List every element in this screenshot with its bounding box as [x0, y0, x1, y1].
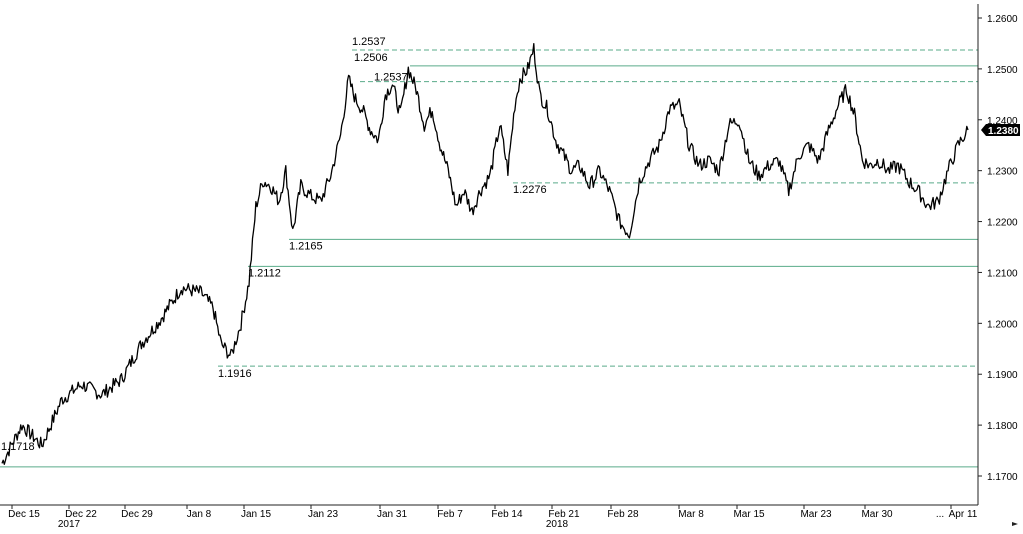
x-tick-label: Jan 31: [377, 509, 407, 520]
level-label: 1.2276: [513, 184, 547, 196]
x-tick-label: Feb 28: [607, 509, 639, 520]
x-tick-label: Feb 14: [491, 509, 523, 520]
last-price-label: 1.2380: [988, 126, 1019, 137]
level-label: 1.1916: [218, 368, 252, 380]
x-tick-label: Mar 8: [678, 509, 704, 520]
x-tick-label: Jan 15: [241, 509, 271, 520]
x-tick-label: Dec 22: [65, 509, 97, 520]
x-tick-label: Dec 15: [8, 509, 40, 520]
x-tick-label: Mar 30: [861, 509, 893, 520]
x-tick-label: Mar 23: [800, 509, 832, 520]
y-tick-label: 1.2000: [987, 319, 1018, 330]
year-label: 2018: [546, 519, 569, 529]
y-tick-label: 1.2200: [987, 218, 1018, 229]
x-tick-label: ...: [936, 509, 944, 520]
y-tick-label: 1.2300: [987, 167, 1018, 178]
level-label: 1.2112: [248, 267, 281, 279]
y-tick-label: 1.2100: [987, 268, 1018, 279]
axis-layer: 1.1700 1.1800 1.1900 1.2000 1.2100 1.2200 1.23…: [0, 4, 1020, 530]
price-series-line: [1, 43, 969, 465]
level-label: 1.1718: [1, 441, 35, 453]
x-tick-label: Jan 8: [187, 509, 212, 520]
x-tick-label: Dec 29: [121, 509, 153, 520]
x-tick-label: Jan 23: [308, 509, 338, 520]
x-tick-label: Apr 11: [949, 509, 978, 520]
y-tick-label: 1.1800: [987, 421, 1018, 432]
x-tick-label: Mar 15: [733, 509, 765, 520]
x-tick-label: Feb 7: [437, 509, 463, 520]
axis-arrow-icon: [1012, 522, 1018, 526]
year-label: 2017: [58, 519, 81, 529]
level-label: 1.2165: [289, 240, 323, 252]
level-label: 1.2537: [352, 36, 386, 48]
x-tick-label: Feb 21: [548, 509, 580, 520]
level-label: 1.2537: [374, 72, 408, 84]
y-tick-label: 1.1900: [987, 370, 1018, 381]
level-label: 1.2506: [354, 52, 388, 64]
y-tick-label: 1.1700: [987, 472, 1018, 483]
price-layer: [1, 43, 969, 465]
levels-layer: [0, 49, 978, 468]
y-tick-label: 1.2500: [987, 65, 1018, 76]
y-tick-label: 1.2400: [987, 116, 1018, 127]
last-price-box: [981, 123, 1020, 136]
labels-layer: 1.2537 1.2506 1.2537 1.2276 1.2165 1.2112 1.19…: [1, 36, 547, 453]
y-tick-label: 1.2600: [987, 14, 1018, 25]
